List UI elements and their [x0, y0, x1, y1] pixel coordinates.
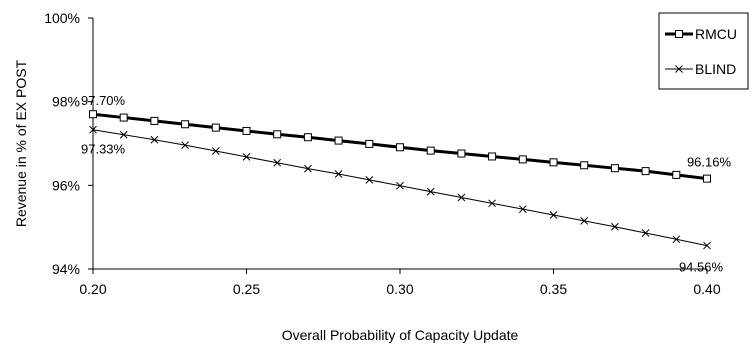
- data-point-blind: [304, 164, 312, 173]
- data-point-rmcu: [150, 116, 159, 125]
- data-label: 97.33%: [81, 142, 126, 157]
- data-point-blind: [703, 241, 711, 250]
- series-blind: [89, 125, 711, 250]
- data-label: 97.70%: [81, 93, 126, 108]
- data-point-blind: [518, 205, 527, 214]
- data-point-blind: [181, 141, 189, 150]
- data-point-blind: [89, 125, 97, 134]
- y-tick-label: 98%: [52, 94, 80, 110]
- data-point-rmcu: [181, 120, 190, 129]
- data-point-rmcu: [89, 110, 97, 119]
- data-label: 96.16%: [687, 155, 732, 170]
- series-rmcu: [89, 110, 711, 183]
- data-point-rmcu: [303, 133, 312, 142]
- data-point-rmcu: [672, 170, 681, 179]
- y-tick-label: 100%: [44, 10, 80, 26]
- x-axis-title: Overall Probability of Capacity Update: [282, 327, 519, 343]
- data-point-rmcu: [488, 152, 497, 161]
- data-point-rmcu: [273, 130, 282, 139]
- data-point-rmcu: [119, 113, 128, 122]
- data-point-blind: [457, 193, 466, 202]
- legend: RMCU BLIND: [658, 12, 749, 90]
- data-point-blind: [273, 158, 282, 167]
- data-point-blind: [396, 181, 404, 190]
- data-point-rmcu: [334, 136, 343, 145]
- y-tick-label: 94%: [52, 261, 80, 277]
- x-tick-label: 0.35: [540, 281, 567, 297]
- data-point-blind: [119, 130, 128, 139]
- data-point-rmcu: [703, 174, 711, 183]
- data-point-blind: [549, 211, 558, 219]
- data-point-blind: [242, 153, 251, 161]
- data-point-rmcu: [580, 161, 589, 170]
- y-tick-label: 96%: [52, 177, 80, 193]
- data-point-blind: [672, 235, 681, 244]
- data-point-rmcu: [426, 146, 435, 155]
- series-layer: [89, 110, 711, 250]
- annotations: 97.70% 97.33% 96.16% 94.56%: [81, 93, 731, 274]
- data-point-rmcu: [396, 143, 404, 152]
- legend-box: [658, 12, 749, 90]
- data-point-rmcu: [365, 139, 374, 148]
- data-point-blind: [488, 199, 496, 208]
- data-point-blind: [211, 147, 220, 155]
- x-axis: 0.20 0.25 0.30 0.35 0.40 Overall Probability …: [79, 268, 721, 343]
- data-point-blind: [426, 187, 435, 196]
- data-point-blind: [641, 229, 650, 237]
- x-tick-label: 0.25: [233, 281, 260, 297]
- data-point-blind: [611, 222, 619, 231]
- data-point-rmcu: [641, 167, 650, 176]
- data-point-rmcu: [211, 123, 220, 132]
- data-point-blind: [334, 170, 343, 178]
- x-tick-label: 0.40: [693, 281, 720, 297]
- data-point-rmcu: [549, 158, 558, 167]
- legend-item-rmcu: RMCU: [665, 26, 737, 42]
- data-label: 94.56%: [679, 260, 724, 275]
- y-axis: 94% 96% 98% 100% Revenue in % of EX POST: [13, 10, 94, 277]
- data-point-rmcu: [242, 126, 251, 135]
- y-axis-title: Revenue in % of EX POST: [13, 59, 29, 227]
- data-point-rmcu: [518, 155, 527, 164]
- x-tick-label: 0.30: [386, 281, 413, 297]
- legend-label: RMCU: [695, 26, 737, 42]
- legend-marker: [675, 30, 683, 38]
- data-point-blind: [580, 217, 589, 225]
- data-point-blind: [150, 135, 159, 144]
- x-tick-label: 0.20: [79, 281, 106, 297]
- data-point-rmcu: [610, 164, 619, 173]
- legend-item-blind: BLIND: [665, 61, 736, 77]
- legend-label: BLIND: [695, 61, 736, 77]
- legend-marker: [675, 65, 683, 73]
- data-point-blind: [365, 176, 374, 184]
- data-point-rmcu: [457, 149, 466, 158]
